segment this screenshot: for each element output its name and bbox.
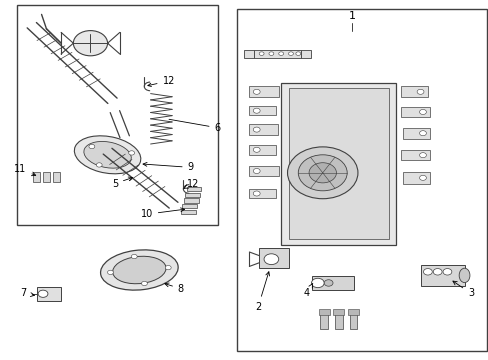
Circle shape [253,108,260,113]
Circle shape [253,127,260,132]
Circle shape [311,278,324,288]
Text: 2: 2 [255,272,269,312]
Bar [181,210,195,214]
Bar [249,189,276,198]
Bar [288,88,388,239]
Bar [33,172,40,182]
Circle shape [107,270,113,275]
Circle shape [264,254,278,265]
Circle shape [131,255,137,259]
Bar [403,128,429,139]
Ellipse shape [112,256,166,284]
Bar [349,311,357,329]
Text: 12: 12 [183,179,199,189]
Circle shape [423,269,431,275]
Circle shape [38,290,48,297]
Circle shape [96,163,102,167]
Bar [347,309,358,315]
Circle shape [128,151,134,155]
Bar [43,172,50,182]
Circle shape [165,265,171,270]
Ellipse shape [101,250,178,290]
Bar [254,50,300,58]
Circle shape [419,131,426,136]
Bar [53,172,60,182]
Bar [243,50,254,58]
Bar [17,5,217,225]
Text: 10: 10 [140,208,184,219]
Bar [320,311,327,329]
Circle shape [416,89,423,94]
Bar [259,248,288,268]
Text: 3: 3 [452,281,473,298]
Bar [420,265,464,286]
Text: 7: 7 [20,288,35,298]
Circle shape [73,31,107,56]
Text: 5: 5 [112,177,132,189]
Circle shape [419,153,426,158]
Bar [400,150,429,160]
Bar [237,9,486,351]
Text: 8: 8 [164,283,183,294]
Text: 9: 9 [143,162,193,172]
Circle shape [253,89,260,94]
Circle shape [253,168,260,174]
Circle shape [288,52,293,55]
Circle shape [253,191,260,196]
Bar [318,309,329,315]
Bar [311,276,353,290]
Bar [281,83,395,245]
Text: 4: 4 [304,283,312,298]
Text: 1: 1 [348,11,355,21]
Circle shape [253,147,260,152]
Circle shape [287,147,357,199]
Circle shape [89,144,95,149]
Circle shape [278,52,283,55]
Ellipse shape [74,136,141,174]
Circle shape [141,281,147,285]
Bar [249,86,278,97]
Circle shape [432,269,441,275]
Bar [249,145,276,155]
Bar [182,204,197,208]
Text: 11: 11 [14,164,36,176]
Bar [334,311,342,329]
Circle shape [324,280,332,286]
Circle shape [268,52,273,55]
Bar [403,172,429,184]
Ellipse shape [458,268,469,283]
Circle shape [308,163,336,183]
Circle shape [419,109,426,114]
Ellipse shape [84,141,131,168]
Circle shape [419,175,426,180]
Bar [300,50,310,58]
Bar [400,86,427,97]
Circle shape [442,269,451,275]
Text: 12: 12 [147,76,175,86]
Bar [249,106,276,115]
Bar [249,124,277,135]
Bar [185,193,200,197]
Circle shape [295,52,300,55]
Bar [186,187,201,191]
Bar [249,166,278,176]
Circle shape [298,155,346,191]
Bar [400,107,429,117]
Bar [333,309,344,315]
Bar [183,198,198,203]
Text: 6: 6 [169,119,220,133]
Circle shape [259,52,264,55]
Bar [37,287,61,301]
